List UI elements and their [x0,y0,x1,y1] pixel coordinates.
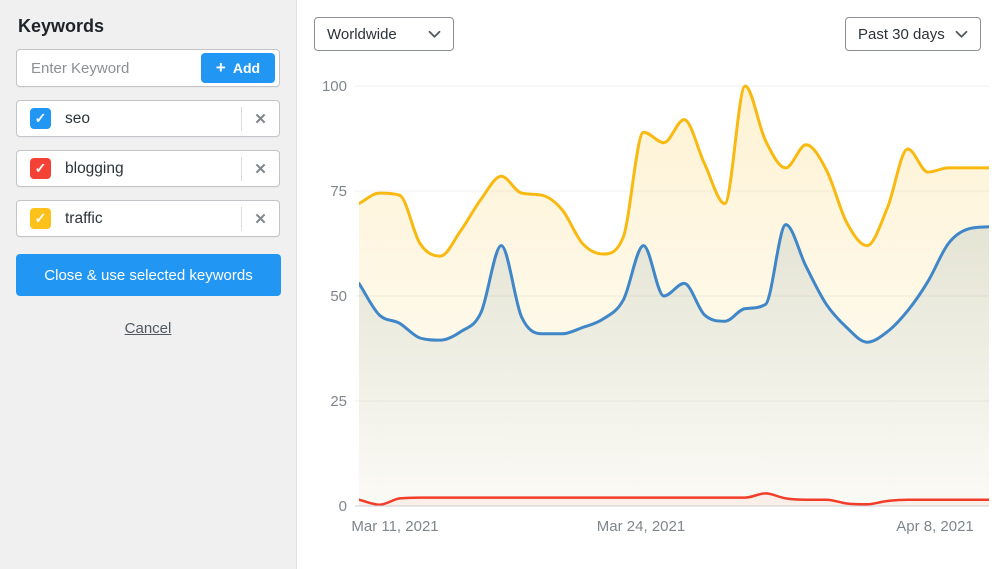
keyword-checkbox-seo[interactable]: ✓ [30,108,51,129]
x-axis-label: Mar 11, 2021 [351,518,438,535]
add-keyword-button[interactable]: + Add [201,53,275,83]
row-divider [241,106,242,131]
series-line-seo [359,223,989,344]
region-select[interactable]: Worldwide [314,17,454,51]
keyword-row-blogging: ✓ blogging ✕ [16,150,280,187]
keyword-checkbox-blogging[interactable]: ✓ [30,158,51,179]
plus-icon: + [215,58,226,77]
remove-keyword-button[interactable]: ✕ [242,101,279,136]
use-selected-keywords-button[interactable]: Close & use selected keywords [16,254,281,296]
cancel-link[interactable]: Cancel [124,320,172,337]
keyword-input[interactable] [29,58,201,78]
keyword-label: traffic [65,209,103,227]
keyword-label: seo [65,109,90,127]
row-divider [241,206,242,231]
y-axis-label: 75 [330,183,347,200]
region-select-value: Worldwide [327,25,397,43]
remove-keyword-button[interactable]: ✕ [242,151,279,186]
chevron-down-icon [428,26,441,43]
y-axis-label: 100 [322,78,347,95]
x-axis-label: Mar 24, 2021 [597,518,685,535]
y-axis-label: 0 [339,498,347,515]
series-area-blogging [359,493,989,506]
row-divider [241,156,242,181]
x-axis-label: Apr 8, 2021 [896,518,974,535]
remove-keyword-button[interactable]: ✕ [242,201,279,236]
keyword-row-traffic: ✓ traffic ✕ [16,200,280,237]
add-button-label: Add [232,60,261,76]
trend-chart: 0 25 50 75 100 Mar 11, 2021 Mar 24, 2021 Apr 8,… [322,78,989,535]
keyword-row-seo: ✓ seo ✕ [16,100,280,137]
time-range-select-value: Past 30 days [858,25,945,43]
series-line-blogging [359,492,989,506]
y-axis-label: 50 [330,288,347,305]
keyword-checkbox-traffic[interactable]: ✓ [30,208,51,229]
chevron-down-icon [955,26,968,43]
series-area-seo [359,224,989,506]
y-axis-label: 25 [330,393,347,410]
sidebar-title: Keywords [18,16,105,36]
trends-panel: 0 25 50 75 100 Mar 11, 2021 Mar 24, 2021 Apr 8,… [297,0,1000,569]
keyword-label: blogging [65,159,124,177]
add-keyword-card: + Add [16,49,280,87]
keywords-sidebar: Keywords + Add ✓ seo ✕ ✓ blogging ✕ ✓ tr… [0,0,297,569]
series-line-traffic [359,84,989,258]
time-range-select[interactable]: Past 30 days [845,17,981,51]
